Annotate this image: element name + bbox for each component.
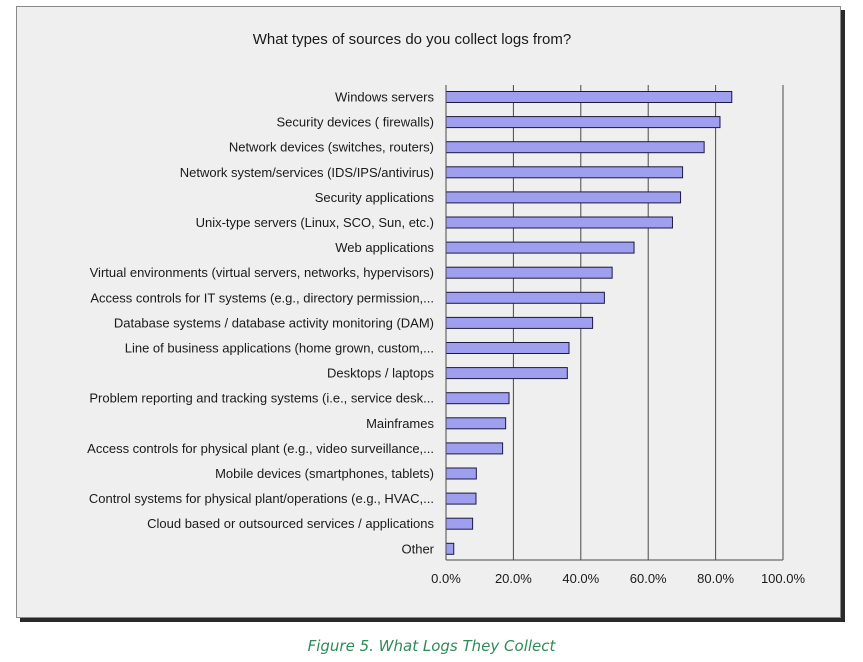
x-tick-label: 80.0% <box>697 571 734 586</box>
category-label: Line of business applications (home grow… <box>125 341 434 356</box>
category-label: Web applications <box>335 240 434 255</box>
x-tick-label: 100.0% <box>761 571 806 586</box>
category-label: Mainframes <box>366 416 434 431</box>
bar <box>445 542 455 555</box>
bar <box>445 216 673 229</box>
category-label: Network system/services (IDS/IPS/antivir… <box>180 165 434 180</box>
category-label: Desktops / laptops <box>327 366 434 381</box>
figure-caption: Figure 5. What Logs They Collect <box>307 637 556 655</box>
category-label: Network devices (switches, routers) <box>229 140 434 155</box>
category-label: Other <box>401 541 434 556</box>
bar <box>445 91 733 103</box>
category-label: Access controls for IT systems (e.g., di… <box>90 290 434 305</box>
category-label: Database systems / database activity mon… <box>114 315 434 330</box>
bar <box>445 442 504 455</box>
bar <box>445 116 721 129</box>
x-tick-label: 60.0% <box>630 571 667 586</box>
chart-title: What types of sources do you collect log… <box>252 31 572 48</box>
bar <box>445 492 477 505</box>
bar <box>445 266 613 279</box>
category-label: Control systems for physical plant/opera… <box>89 491 434 506</box>
x-tick-label: 0.0% <box>431 571 461 586</box>
bar <box>445 467 477 480</box>
bar <box>445 191 682 204</box>
category-label: Windows servers <box>335 90 434 105</box>
bar <box>445 291 605 304</box>
category-label: Access controls for physical plant (e.g.… <box>87 441 434 456</box>
bar <box>445 342 570 354</box>
bar <box>445 316 594 329</box>
bar <box>445 417 507 430</box>
bar-chart: Windows servers Security devices ( firewa… <box>87 85 806 586</box>
bar <box>445 367 568 380</box>
category-label: Unix-type servers (Linux, SCO, Sun, etc.… <box>196 215 434 230</box>
category-label: Cloud based or outsourced services / app… <box>147 516 434 531</box>
bar <box>445 141 705 154</box>
x-tick-label: 20.0% <box>495 571 532 586</box>
category-label: Security devices ( firewalls) <box>277 115 435 130</box>
bar <box>445 517 474 530</box>
x-tick-label: 40.0% <box>562 571 599 586</box>
bar <box>445 392 510 405</box>
bar <box>445 166 684 179</box>
category-label: Problem reporting and tracking systems (… <box>89 391 434 406</box>
category-label: Security applications <box>315 190 435 205</box>
chart-frame: What types of sources do you collect log… <box>16 6 841 618</box>
bar <box>445 241 635 254</box>
category-label: Mobile devices (smartphones, tablets) <box>215 466 434 481</box>
category-label: Virtual environments (virtual servers, n… <box>90 265 434 280</box>
